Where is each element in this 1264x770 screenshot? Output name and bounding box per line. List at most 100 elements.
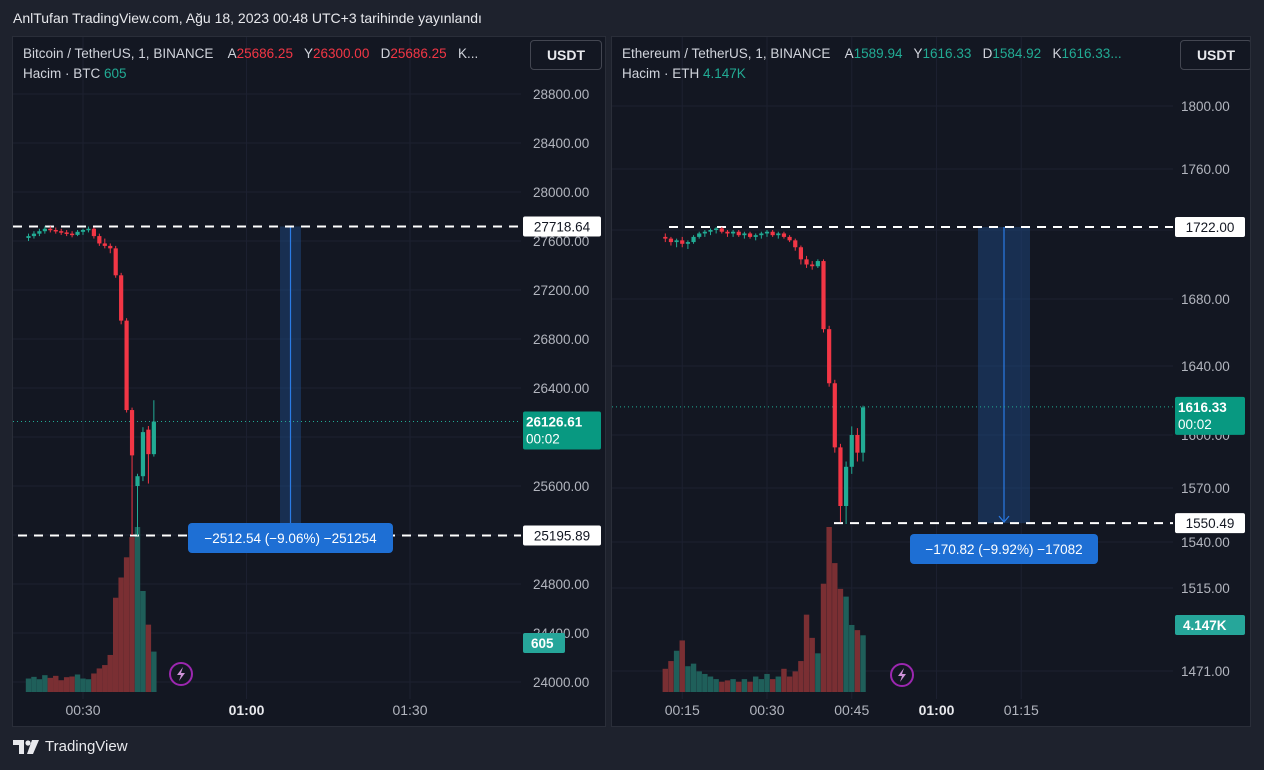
eth-price-tick-label: 1515.00	[1181, 581, 1230, 596]
eth-candle-body	[793, 240, 798, 248]
eth-volume-bar	[758, 679, 765, 692]
btc-chart-panel[interactable]: 28800.00 28400.00 28000.00 27600.00 27200.00…	[12, 36, 606, 727]
eth-candle-body	[764, 231, 770, 234]
eth-candle-body	[742, 233, 747, 236]
btc-price-tick-label: 25600.00	[533, 479, 589, 494]
eth-price-tick-label: 1760.00	[1181, 162, 1230, 177]
eth-candle-body	[674, 240, 679, 243]
btc-candles	[26, 226, 156, 536]
eth-legend: Ethereum / TetherUS, 1, BINANCE A1589.94…	[622, 46, 1122, 81]
eth-volume-bar	[741, 679, 748, 692]
btc-low-value: 25686.25	[390, 46, 447, 61]
eth-time-tick-label: 01:00	[919, 702, 955, 718]
btc-candle-body	[135, 476, 140, 486]
eth-chart-panel[interactable]: 1800.001760.001720.001680.001640.001600.…	[611, 36, 1251, 727]
btc-symbol[interactable]: Bitcoin / TetherUS, 1, BINANCE	[23, 46, 214, 61]
btc-line-price-tag-text: 27718.64	[534, 219, 591, 234]
eth-candle-body	[708, 230, 713, 232]
btc-volume-tag-bg	[523, 633, 565, 653]
btc-volume-tag-text: 605	[531, 636, 554, 651]
btc-candle-body	[119, 275, 124, 321]
eth-volume-bar	[713, 679, 719, 692]
eth-candle-body	[736, 231, 741, 236]
eth-candle-body	[702, 231, 707, 234]
publish-header: AnlTufan TradingView.com, Ağu 18, 2023 0…	[13, 10, 482, 26]
eth-open-value: 1589.94	[853, 46, 903, 61]
btc-price-tick-label: 24800.00	[533, 577, 589, 592]
btc-chart-canvas[interactable]: 28800.00 28400.00 28000.00 27600.00 27200.00…	[13, 37, 606, 727]
eth-candle-body	[770, 231, 775, 236]
eth-candle-body	[821, 261, 826, 330]
eth-volume-bar	[707, 676, 714, 692]
eth-volume-bar	[843, 596, 849, 692]
eth-candle-body	[697, 233, 702, 237]
eth-volume-bar	[690, 663, 697, 692]
eth-candle-body	[714, 228, 719, 230]
eth-volume-bar	[769, 679, 776, 692]
btc-lightning-icon	[169, 662, 193, 686]
eth-volume-bar	[764, 673, 770, 692]
eth-candle-body	[776, 233, 781, 236]
eth-volume-value: 4.147K	[703, 66, 746, 81]
eth-volume-bar	[781, 668, 787, 692]
eth-current-price-tag: 1616.33 00:02	[1175, 396, 1245, 435]
btc-volume-bar	[63, 677, 70, 692]
eth-volume-bars	[662, 527, 866, 692]
eth-line-price-tag-bg	[1175, 513, 1245, 534]
eth-low-value: 1584.92	[992, 46, 1042, 61]
eth-line-price-tag-bg	[1175, 216, 1245, 237]
eth-time-tick-label: 00:30	[749, 702, 784, 718]
eth-volume-bar	[685, 666, 691, 692]
eth-volume-bar	[837, 588, 844, 692]
btc-candle-body	[48, 228, 53, 231]
tradingview-logo-icon	[13, 739, 39, 754]
btc-current-price-tag-bg	[523, 411, 601, 450]
btc-time-tick-label: 01:30	[392, 702, 427, 718]
btc-lightning-icon-bolt	[177, 667, 185, 681]
tradingview-footer[interactable]: TradingView	[13, 738, 128, 755]
btc-price-tick-label: 28800.00	[533, 87, 589, 102]
btc-volume-bar	[151, 651, 157, 692]
eth-volume-bar	[849, 624, 855, 692]
btc-line-price-tag-bg	[523, 525, 601, 546]
eth-volume-bar	[696, 671, 702, 692]
eth-candle-body	[668, 238, 674, 243]
eth-volume-bar	[753, 676, 759, 692]
eth-symbol[interactable]: Ethereum / TetherUS, 1, BINANCE	[622, 46, 831, 61]
eth-volume-bar	[668, 661, 674, 692]
btc-line-price-tag-bg	[523, 216, 601, 237]
btc-volume-bar	[96, 668, 103, 692]
btc-candle-body	[146, 429, 151, 455]
btc-low-label: D	[380, 46, 391, 61]
btc-volume-bar	[113, 597, 119, 692]
btc-volume-bar	[74, 674, 81, 692]
eth-chart-canvas[interactable]: 1800.001760.001720.001680.001640.001600.…	[612, 37, 1251, 727]
eth-volume-bar	[719, 681, 725, 692]
btc-volume-bar	[53, 675, 59, 692]
btc-candle-body	[140, 432, 146, 477]
btc-volume-bar	[123, 557, 130, 692]
btc-volume-bar	[85, 679, 92, 692]
eth-price-tick-label: 1471.00	[1181, 664, 1230, 679]
eth-currency-button[interactable]: USDT	[1180, 40, 1250, 70]
eth-volume-label: Hacim · ETH	[622, 66, 700, 81]
eth-volume-bar	[815, 653, 821, 692]
btc-volume-bar	[47, 677, 53, 692]
btc-open-value: 25686.25	[236, 46, 293, 61]
eth-price-tick-label: 1640.00	[1181, 359, 1230, 374]
btc-currency-button[interactable]: USDT	[530, 40, 602, 70]
eth-candle-body	[747, 233, 753, 237]
eth-price-tick-label: 1570.00	[1181, 481, 1230, 496]
eth-close-label: K	[1052, 46, 1062, 61]
btc-time-axis: 00:30 01:00 01:30	[65, 702, 427, 718]
btc-volume-bar	[91, 673, 97, 692]
btc-candle-body	[151, 421, 156, 455]
eth-measure-tool	[978, 226, 1030, 524]
btc-measure-tool	[280, 226, 301, 536]
eth-open-label: A	[844, 46, 854, 61]
btc-price-tick-label: 26400.00	[533, 381, 589, 396]
btc-candle-body	[31, 233, 37, 237]
btc-volume-bar	[134, 527, 141, 692]
eth-candle-body	[804, 259, 809, 265]
eth-candle-body	[844, 466, 849, 506]
